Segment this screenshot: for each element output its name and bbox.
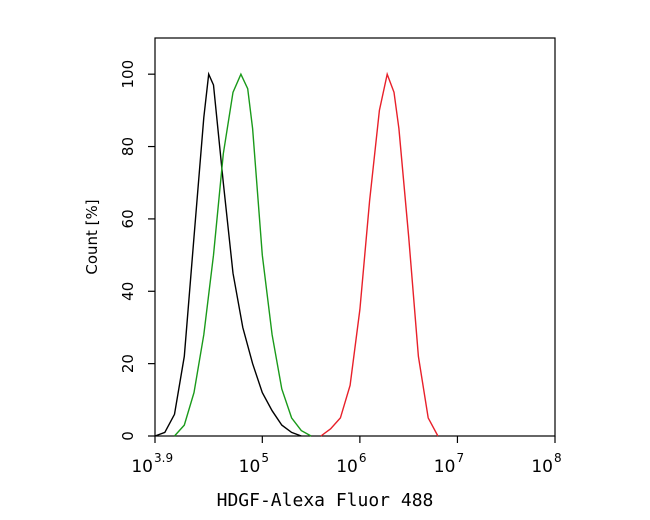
y-axis-label: Count [%] <box>83 199 101 274</box>
y-tick-label: 40 <box>119 282 137 301</box>
histogram-line <box>154 71 302 437</box>
x-tick-exponent: 7 <box>456 451 464 465</box>
x-axis-label: HDGF-Alexa Fluor 488 <box>217 490 434 511</box>
x-tick-label: 10 <box>131 457 153 477</box>
x-tick-exponent: 5 <box>261 451 269 465</box>
plot-frame <box>154 37 556 437</box>
y-tick-label: 20 <box>119 354 137 373</box>
x-tick-exponent: 6 <box>359 451 367 465</box>
y-tick-label: 60 <box>119 209 137 228</box>
x-tick-label: 10 <box>531 457 553 477</box>
histogram-line <box>320 71 439 437</box>
histogram-line <box>173 72 312 437</box>
x-tick-label: 10 <box>336 457 358 477</box>
x-tick-label: 10 <box>434 457 456 477</box>
y-tick-label: 100 <box>119 60 137 89</box>
x-tick-label: 10 <box>239 457 261 477</box>
y-tick-label: 0 <box>119 431 137 441</box>
x-tick-exponent: 3.9 <box>154 451 173 465</box>
x-tick-exponent: 8 <box>554 451 562 465</box>
y-tick-label: 80 <box>119 137 137 156</box>
